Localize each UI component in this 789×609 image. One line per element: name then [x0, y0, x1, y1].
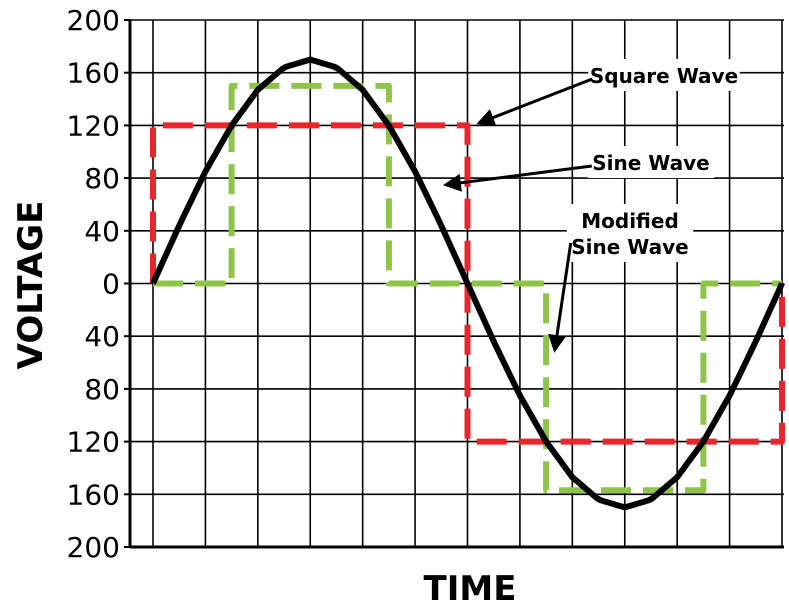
y-tick-label: 200 — [67, 531, 120, 564]
y-tick-label: 0 — [102, 268, 120, 301]
annotation-background — [566, 204, 694, 262]
annotation-background — [588, 59, 740, 91]
modified-sine-wave-line — [153, 82, 782, 494]
sine-wave-line — [150, 56, 785, 511]
annotation-arrow — [442, 164, 592, 192]
y-tick-label: 80 — [84, 373, 120, 406]
annotation-label: Sine Wave — [592, 151, 709, 175]
y-tick-label: 40 — [84, 320, 120, 353]
y-tick-label: 80 — [84, 162, 120, 195]
y-tick-label: 160 — [67, 57, 120, 90]
series — [150, 56, 785, 511]
y-tick-label: 40 — [84, 215, 120, 248]
x-axis-label: TIME — [424, 569, 517, 609]
y-tick-label: 120 — [67, 426, 120, 459]
annotation-background — [587, 146, 715, 178]
annotation-arrow — [476, 77, 593, 126]
annotation-label: Modified — [581, 209, 679, 233]
y-tick-label: 120 — [67, 109, 120, 142]
annotation-label: Sine Wave — [571, 235, 688, 259]
y-tick-label: 200 — [67, 4, 120, 37]
annotation-arrow — [548, 242, 573, 353]
y-tick-labels: 200 160 120 80 40 0 40 80 120 160 200 — [67, 4, 120, 564]
y-tick-label: 160 — [67, 478, 120, 511]
annotation-label: Square Wave — [590, 64, 738, 88]
y-axis-label: VOLTAGE — [11, 201, 51, 370]
